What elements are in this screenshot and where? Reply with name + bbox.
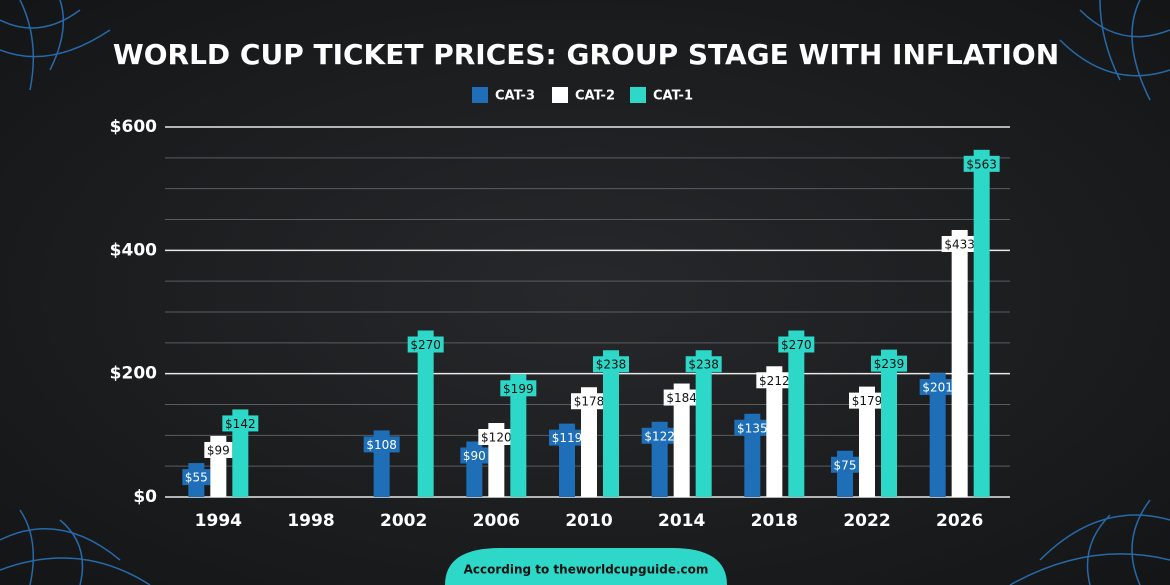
x-tick-label: 2002: [380, 511, 427, 531]
x-tick-label: 2014: [658, 511, 705, 531]
bar: [417, 330, 434, 497]
bar: [788, 330, 805, 497]
value-label-bg: [571, 393, 607, 410]
value-label: $199: [503, 382, 534, 396]
bar: [510, 374, 527, 497]
bar: [859, 386, 875, 497]
value-label: $90: [463, 449, 486, 463]
bar: [881, 349, 897, 497]
value-label-bg: [549, 429, 585, 446]
value-label: $563: [966, 157, 997, 171]
bar: [951, 229, 968, 497]
y-tick-label: $200: [110, 364, 157, 384]
value-label-bg: [407, 336, 444, 353]
value-label-bg: [963, 155, 1000, 172]
value-label: $212: [759, 374, 790, 388]
value-label-bg: [663, 389, 700, 406]
value-label: $179: [852, 394, 883, 408]
value-label: $201: [922, 381, 953, 395]
value-label: $135: [737, 421, 768, 435]
x-tick-label: 2010: [565, 511, 612, 531]
value-label-bg: [500, 380, 537, 397]
x-tick-label: 2018: [751, 511, 798, 531]
value-label-bg: [756, 372, 793, 389]
bar: [766, 366, 783, 497]
source-badge: [445, 548, 727, 585]
value-label-bg: [478, 429, 515, 445]
value-label: $270: [781, 338, 812, 352]
bar: [581, 387, 597, 497]
value-label: $238: [688, 358, 719, 372]
y-tick-label: $0: [133, 487, 157, 507]
value-label-bg: [831, 456, 859, 473]
value-label: $119: [552, 431, 583, 445]
value-label: $99: [207, 443, 230, 457]
x-tick-label: 2006: [473, 511, 520, 531]
legend-swatch: [472, 87, 488, 103]
chart-title: WORLD CUP TICKET PRICES: GROUP STAGE WIT…: [113, 38, 1059, 71]
y-tick-label: $400: [110, 240, 157, 260]
value-label-bg: [460, 447, 489, 464]
value-label-bg: [919, 379, 956, 396]
value-label: $184: [666, 391, 697, 405]
value-label: $270: [410, 338, 441, 352]
value-label-bg: [204, 441, 233, 458]
value-label: $122: [644, 429, 675, 443]
bar: [929, 373, 946, 497]
value-label: $433: [944, 237, 975, 251]
value-label: $120: [481, 431, 512, 445]
legend-label: CAT-3: [495, 89, 535, 104]
value-label-bg: [849, 392, 885, 409]
value-label: $142: [225, 417, 256, 431]
legend-label: CAT-2: [575, 89, 615, 104]
value-label-bg: [222, 415, 259, 432]
value-label-bg: [593, 356, 629, 373]
legend-swatch: [552, 87, 568, 103]
value-label: $178: [574, 395, 605, 409]
legend-label: CAT-1: [653, 89, 693, 104]
value-label-bg: [363, 436, 400, 453]
x-tick-label: 1994: [195, 511, 242, 531]
value-label: $75: [834, 458, 857, 472]
bar: [973, 149, 990, 498]
value-label-bg: [182, 469, 211, 486]
value-label-bg: [941, 235, 978, 252]
value-label: $55: [185, 471, 208, 485]
source: According to theworldcupguide.com: [464, 563, 709, 577]
value-label-bg: [641, 427, 678, 444]
value-label: $238: [596, 358, 627, 372]
value-label-bg: [685, 356, 722, 373]
legend-swatch: [630, 87, 646, 103]
x-tick-label: 2022: [843, 511, 890, 531]
bar: [673, 383, 690, 497]
value-label: $239: [874, 357, 905, 371]
y-tick-label: $600: [110, 117, 157, 137]
x-tick-label: 1998: [287, 511, 334, 531]
x-tick-label: 2026: [936, 511, 983, 531]
bar: [695, 350, 712, 497]
value-label-bg: [734, 419, 771, 436]
value-label-bg: [778, 336, 815, 353]
value-label-bg: [871, 355, 907, 372]
bar: [603, 350, 619, 497]
value-label: $108: [366, 438, 397, 452]
